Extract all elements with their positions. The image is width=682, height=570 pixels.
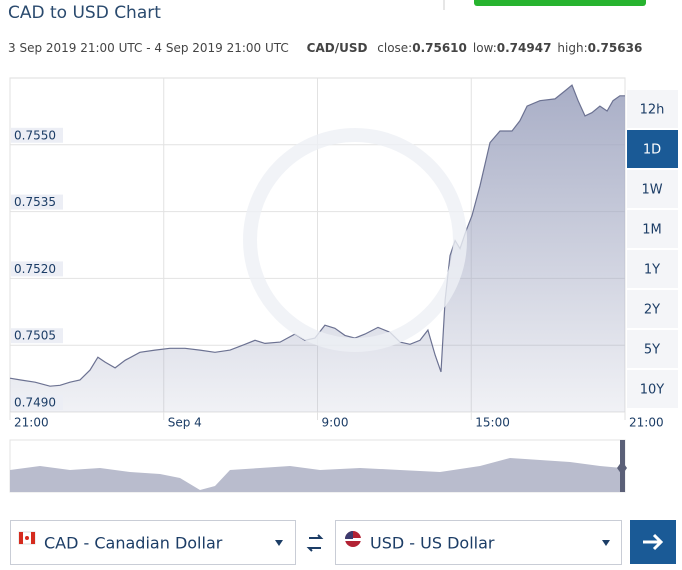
- flag-us-canton: [345, 531, 353, 539]
- y-tick-label-bg: [11, 194, 63, 210]
- range-button-label: 1Y: [644, 263, 660, 278]
- range-button-label: 10Y: [640, 383, 665, 398]
- navigator-grip[interactable]: [617, 461, 627, 475]
- y-tick-label: 0.7490: [14, 396, 56, 410]
- stat-value: 0.75636: [588, 41, 643, 55]
- to-currency: USD - US Dollar: [370, 534, 495, 553]
- range-button[interactable]: [627, 250, 678, 288]
- stats: close:0.75610 low:0.74947 high:0.75636: [377, 41, 642, 55]
- plot: [9, 78, 626, 420]
- range-button[interactable]: [627, 330, 678, 368]
- navigator-area: [10, 458, 622, 492]
- y-tick-label-bg: [11, 395, 63, 410]
- dropdown-arrow: [275, 540, 283, 546]
- range-button[interactable]: [627, 130, 678, 168]
- flag-ca-leaf: [25, 536, 29, 540]
- stat-label: high:: [557, 41, 587, 55]
- date-range: 3 Sep 2019 21:00 UTC - 4 Sep 2019 21:00 …: [8, 41, 289, 55]
- y-tick-label-bg: [11, 127, 63, 143]
- chart-title: CAD to USD Chart: [8, 3, 161, 23]
- x-tick-label: 21:00: [629, 416, 664, 430]
- from-select[interactable]: [10, 520, 296, 565]
- y-tick-label: 0.7505: [14, 329, 56, 343]
- to-select[interactable]: [335, 520, 622, 565]
- subtitle: 3 Sep 2019 21:00 UTC - 4 Sep 2019 21:00 …: [8, 41, 642, 55]
- range-button[interactable]: [627, 90, 678, 128]
- flag-ca-band: [19, 532, 23, 544]
- y-tick-label: 0.7535: [14, 195, 56, 209]
- range-button[interactable]: [627, 290, 678, 328]
- x-tick-label: 15:00: [475, 416, 510, 430]
- range-button-label: 1M: [642, 223, 662, 238]
- range-button[interactable]: [627, 210, 678, 248]
- watermark: [243, 128, 467, 352]
- pair: CAD/USD: [307, 41, 368, 55]
- range-button-label: 1W: [641, 183, 662, 198]
- dropdown-arrow: [602, 540, 610, 546]
- y-tick-label-bg: [11, 328, 63, 344]
- stat-value: 0.75610: [412, 41, 467, 55]
- range-buttons: 12h 1D 1W 1M 1Y 2Y 5Y 10Y: [627, 90, 678, 408]
- range-button[interactable]: [627, 170, 678, 208]
- x-tick-label: 9:00: [322, 416, 349, 430]
- flag-ca-band: [31, 532, 35, 544]
- range-button-label: 2Y: [644, 303, 660, 318]
- range-button-label: 1D: [643, 143, 661, 158]
- y-tick-label: 0.7550: [14, 128, 56, 142]
- line: [9, 84, 625, 387]
- stat-label: close:: [377, 41, 412, 55]
- range-button-label: 5Y: [644, 343, 660, 358]
- stat-value: 0.74947: [497, 41, 552, 55]
- swap-icon[interactable]: [306, 534, 324, 552]
- x-tick-label: Sep 4: [168, 416, 202, 430]
- from-currency: CAD - Canadian Dollar: [44, 534, 223, 553]
- range-button-label: 12h: [640, 103, 665, 118]
- flag-us-stripe: [345, 538, 361, 541]
- y-tick-label-bg: [11, 261, 63, 277]
- stat-label: low:: [473, 41, 497, 55]
- top-button[interactable]: [474, 0, 646, 6]
- x-tick-label: 21:00: [14, 416, 49, 430]
- area-fill: [10, 85, 625, 412]
- y-tick-label: 0.7520: [14, 262, 56, 276]
- arrow-icon: [643, 533, 664, 551]
- range-button[interactable]: [627, 370, 678, 408]
